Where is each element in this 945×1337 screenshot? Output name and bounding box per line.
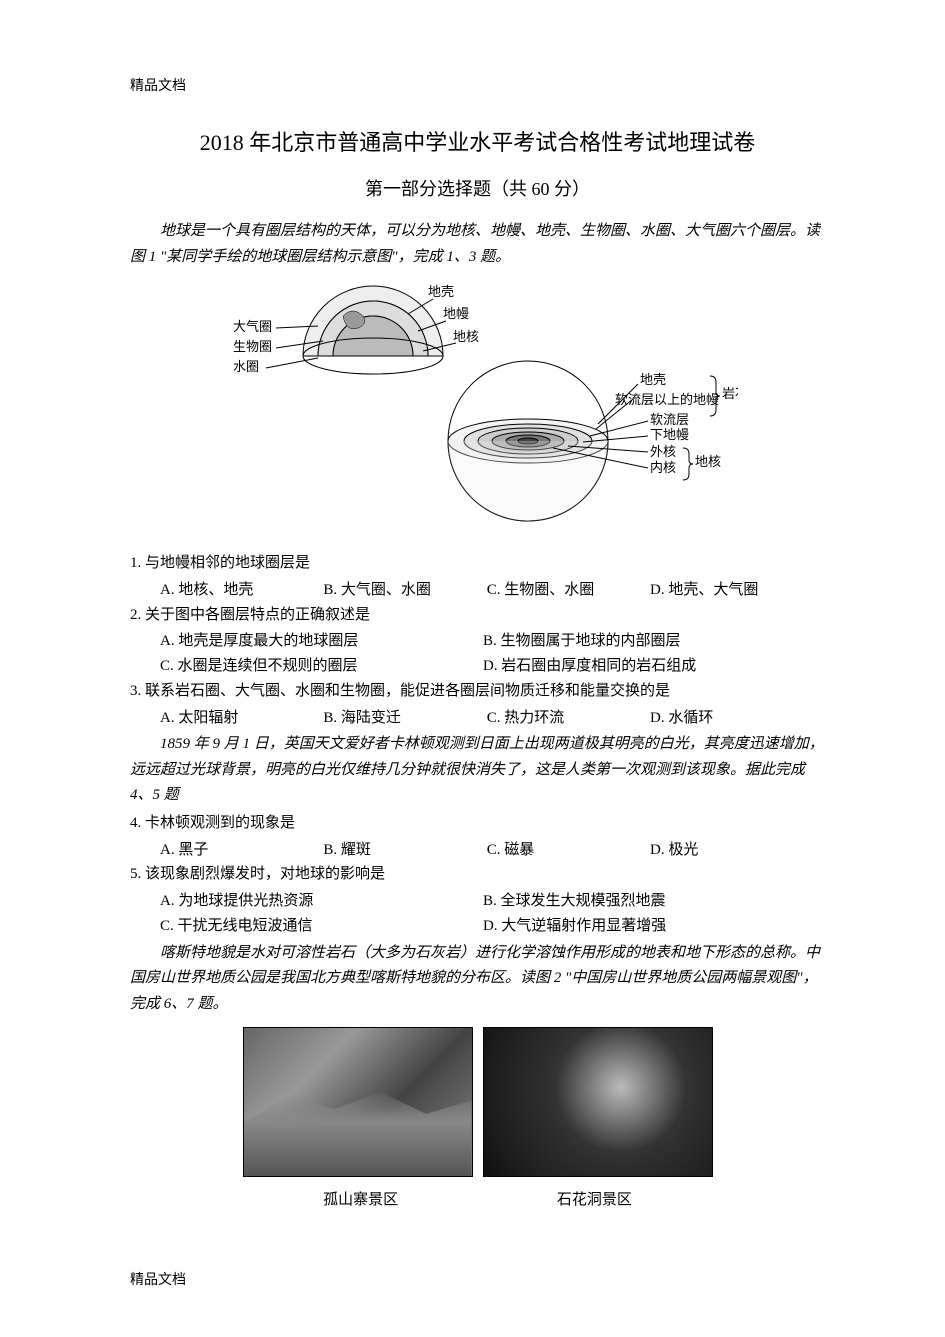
q4-opt-d: D. 极光 (650, 838, 810, 863)
q3-stem: 3. 联系岩石圈、大气圈、水圈和生物圈，能促进各圈层间物质迁移和能量交换的是 (130, 679, 825, 704)
q2-opt-d: D. 岩石圈由厚度相同的岩石组成 (483, 654, 802, 679)
q5-opt-d: D. 大气逆辐射作用显著增强 (483, 914, 802, 939)
q2-opt-c: C. 水圈是连续但不规则的圈层 (160, 654, 479, 679)
q1-options: A. 地核、地壳 B. 大气圈、水圈 C. 生物圈、水圈 D. 地壳、大气圈 (130, 578, 825, 603)
label-lower-mantle: 下地幔 (650, 427, 689, 442)
q4-opt-b: B. 耀斑 (323, 838, 483, 863)
passage-3: 喀斯特地貌是水对可溶性岩石（大多为石灰岩）进行化学溶蚀作用形成的地表和地下形态的… (130, 941, 825, 1018)
label-asthenosphere: 软流层 (650, 412, 689, 427)
figure-1: 大气圈 生物圈 水圈 地壳 地幔 地核 地壳 (130, 276, 825, 541)
q5-opt-c: C. 干扰无线电短波通信 (160, 914, 479, 939)
q5-opt-b: B. 全球发生大规模强烈地震 (483, 889, 802, 914)
q3-opt-c: C. 热力环流 (487, 706, 647, 731)
q4-opt-a: A. 黑子 (160, 838, 320, 863)
label-crust-top: 地壳 (428, 284, 454, 299)
q3-options: A. 太阳辐射 B. 海陆变迁 C. 热力环流 D. 水循环 (130, 706, 825, 731)
passage-2: 1859 年 9 月 1 日，英国天文爱好者卡林顿观测到日面上出现两道极其明亮的… (130, 732, 825, 809)
label-outer-core: 外核 (650, 444, 676, 459)
q3-opt-a: A. 太阳辐射 (160, 706, 320, 731)
intro-passage-1: 地球是一个具有圈层结构的天体，可以分为地核、地幔、地壳、生物圈、水圈、大气圈六个… (130, 219, 825, 270)
label-mantle-top: 地幔 (443, 306, 469, 321)
header-watermark: 精品文档 (130, 75, 825, 95)
footer-watermark: 精品文档 (130, 1269, 186, 1289)
earth-layers-diagram: 大气圈 生物圈 水圈 地壳 地幔 地核 地壳 (218, 276, 738, 536)
q1-opt-a: A. 地核、地壳 (160, 578, 320, 603)
q5-opt-a: A. 为地球提供光热资源 (160, 889, 479, 914)
q4-options: A. 黑子 B. 耀斑 C. 磁暴 D. 极光 (130, 838, 825, 863)
photo-shihuadong (483, 1027, 713, 1177)
section-subtitle: 第一部分选择题（共 60 分） (130, 175, 825, 201)
q5-options: A. 为地球提供光热资源 B. 全球发生大规模强烈地震 C. 干扰无线电短波通信… (130, 889, 825, 939)
q1-opt-d: D. 地壳、大气圈 (650, 578, 810, 603)
label-biosphere: 生物圈 (233, 339, 272, 354)
q3-opt-d: D. 水循环 (650, 706, 810, 731)
q2-opt-a: A. 地壳是厚度最大的地球圈层 (160, 629, 479, 654)
label-lithosphere: 岩石圈 (722, 386, 738, 401)
label-hydrosphere: 水圈 (233, 359, 259, 374)
caption-gushan: 孤山寨景区 (246, 1188, 476, 1209)
q1-opt-b: B. 大气圈、水圈 (323, 578, 483, 603)
q1-opt-c: C. 生物圈、水圈 (487, 578, 647, 603)
page-title: 2018 年北京市普通高中学业水平考试合格性考试地理试卷 (130, 125, 825, 157)
label-atmosphere: 大气圈 (233, 319, 272, 334)
label-core-top: 地核 (453, 329, 479, 344)
caption-shihuadong: 石花洞景区 (479, 1188, 709, 1209)
q2-options: A. 地壳是厚度最大的地球圈层 B. 生物圈属于地球的内部圈层 C. 水圈是连续… (130, 629, 825, 679)
q4-opt-c: C. 磁暴 (487, 838, 647, 863)
label-core-bracket: 地核 (695, 454, 721, 469)
q3-opt-b: B. 海陆变迁 (323, 706, 483, 731)
label-crust-right: 地壳 (640, 372, 666, 387)
figure-2: 孤山寨景区 石花洞景区 (130, 1027, 825, 1209)
q2-opt-b: B. 生物圈属于地球的内部圈层 (483, 629, 802, 654)
q4-stem: 4. 卡林顿观测到的现象是 (130, 811, 825, 836)
q1-stem: 1. 与地幔相邻的地球圈层是 (130, 551, 825, 576)
label-upper-mantle: 软流层以上的地幔 (615, 392, 719, 407)
q2-stem: 2. 关于图中各圈层特点的正确叙述是 (130, 603, 825, 628)
photo-gushan (243, 1027, 473, 1177)
q5-stem: 5. 该现象剧烈爆发时，对地球的影响是 (130, 862, 825, 887)
label-inner-core: 内核 (650, 460, 676, 475)
